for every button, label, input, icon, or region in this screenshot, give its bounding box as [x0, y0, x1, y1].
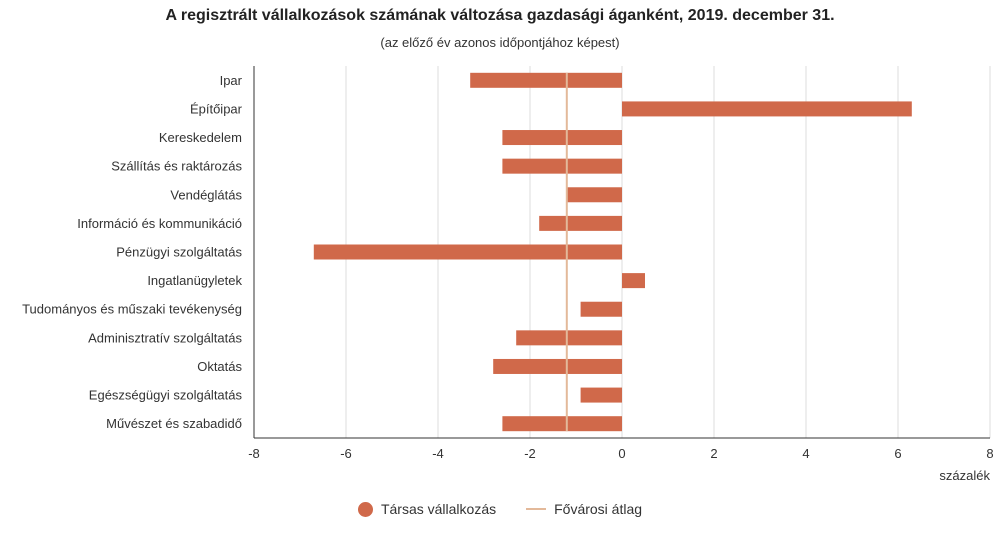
legend-line-icon — [526, 508, 547, 510]
category-label: Szállítás és raktározás — [111, 159, 242, 174]
category-label: Ipar — [220, 73, 243, 88]
x-tick-label: -2 — [524, 446, 536, 461]
bar[interactable] — [622, 101, 912, 117]
category-label: Művészet és szabadidő — [106, 416, 242, 431]
legend: Társas vállalkozás Fővárosi átlag — [0, 501, 1000, 517]
legend-item-series[interactable]: Társas vállalkozás — [357, 501, 497, 517]
category-label: Építőipar — [190, 101, 243, 116]
x-tick-label: -4 — [432, 446, 444, 461]
grid-layer — [253, 66, 991, 439]
x-tick-label: 6 — [894, 446, 901, 461]
legend-item-reference[interactable]: Fővárosi átlag — [526, 501, 642, 517]
category-label: Pénzügyi szolgáltatás — [116, 245, 242, 260]
category-label: Oktatás — [197, 359, 242, 374]
x-tick-label: 8 — [986, 446, 993, 461]
bar[interactable] — [470, 72, 622, 88]
x-tick-label: 4 — [802, 446, 809, 461]
category-label: Vendéglátás — [170, 187, 242, 202]
category-label: Adminisztratív szolgáltatás — [88, 330, 242, 345]
bar-layer — [313, 72, 912, 432]
category-label: Ingatlanügyletek — [147, 273, 242, 288]
bar[interactable] — [493, 358, 622, 374]
category-label: Információ és kommunikáció — [77, 216, 242, 231]
chart-title: A regisztrált vállalkozások számának vál… — [165, 7, 835, 24]
bar[interactable] — [580, 387, 622, 403]
legend-label-series: Társas vállalkozás — [380, 501, 497, 517]
legend-label-reference: Fővárosi átlag — [554, 501, 643, 517]
bar[interactable] — [502, 158, 622, 174]
bar[interactable] — [539, 215, 622, 231]
x-tick-label: 0 — [618, 446, 625, 461]
tick-label-layer: -8 -6 -4 -2 0 2 4 6 8 — [248, 446, 993, 461]
bar[interactable] — [516, 330, 622, 346]
bar[interactable] — [622, 273, 645, 289]
chart-subtitle: (az előző év azonos időpontjához képest) — [380, 35, 620, 50]
category-label: Egészségügyi szolgáltatás — [89, 388, 243, 403]
category-label: Tudományos és műszaki tevékenység — [22, 302, 242, 317]
bar[interactable] — [580, 301, 622, 317]
legend-dot-icon — [357, 501, 373, 517]
x-tick-label: -8 — [248, 446, 260, 461]
bar[interactable] — [502, 130, 622, 146]
category-label: Kereskedelem — [159, 130, 242, 145]
bar[interactable] — [566, 187, 622, 203]
x-axis-unit-label: százalék — [939, 468, 990, 483]
category-label-layer: Ipar Építőipar Kereskedelem Szállítás és ra… — [22, 73, 243, 431]
x-tick-label: 2 — [710, 446, 717, 461]
bar[interactable] — [313, 244, 622, 260]
x-tick-label: -6 — [340, 446, 352, 461]
bar[interactable] — [502, 416, 622, 432]
